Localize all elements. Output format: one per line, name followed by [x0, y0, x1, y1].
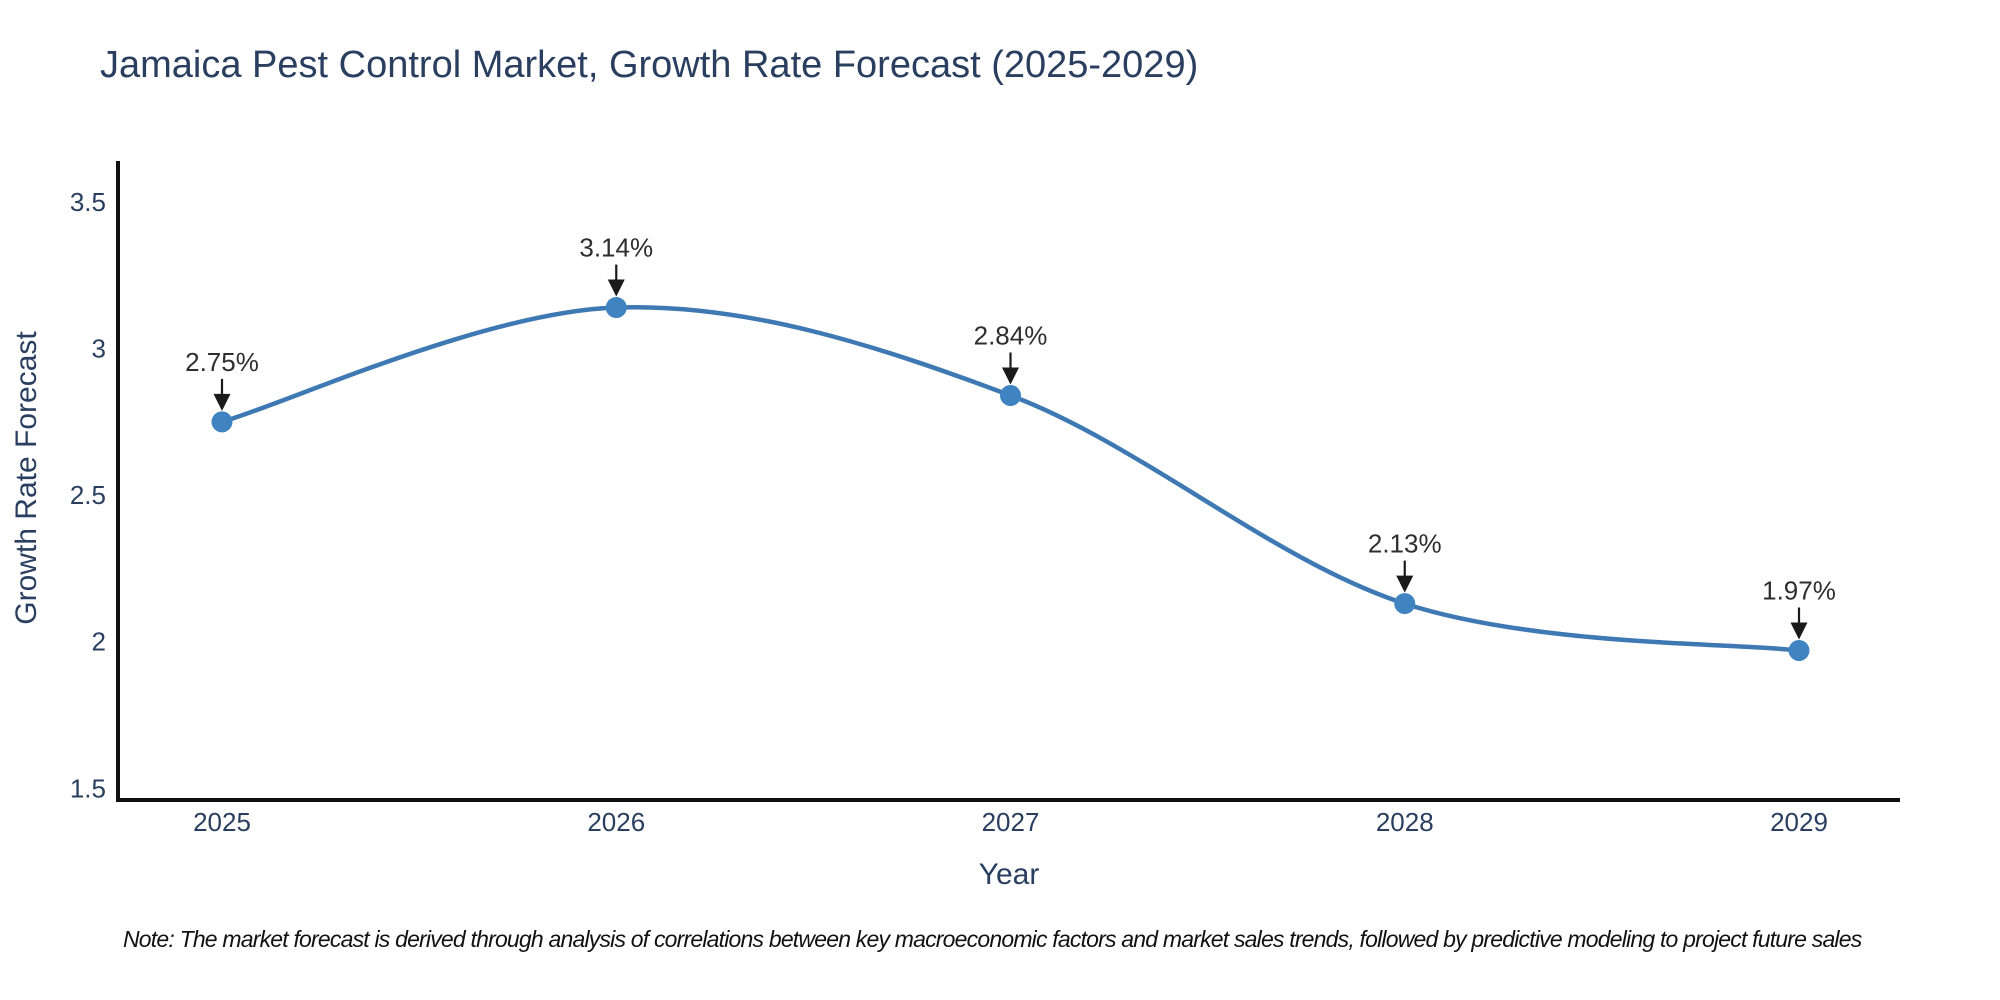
annotation-arrow-head [213, 393, 231, 411]
y-tick-label: 1.5 [70, 773, 106, 803]
x-tick-label: 2027 [982, 807, 1040, 837]
data-point-marker[interactable] [211, 411, 233, 433]
axis-lines [116, 161, 1900, 802]
data-point-marker[interactable] [605, 297, 627, 319]
y-tick-label: 2.5 [70, 480, 106, 510]
footnote: Note: The market forecast is derived thr… [123, 926, 1862, 952]
x-tick-label: 2025 [193, 807, 251, 837]
annotation-arrow-head [1396, 575, 1414, 593]
data-point-marker[interactable] [1788, 640, 1810, 662]
annotation-arrow-head [607, 279, 625, 297]
annotation-arrow-head [1002, 367, 1019, 385]
y-axis-title: Growth Rate Forecast [10, 331, 43, 625]
chart-title: Jamaica Pest Control Market, Growth Rate… [100, 44, 1199, 86]
data-point-value-label: 2.13% [1368, 529, 1442, 559]
x-tick-label: 2029 [1770, 807, 1828, 837]
data-point-value-label: 2.75% [185, 347, 259, 377]
x-tick-label: 2026 [587, 807, 645, 837]
x-axis-title: Year [979, 858, 1040, 891]
x-tick-label: 2028 [1376, 807, 1434, 837]
data-point-value-label: 2.84% [974, 320, 1048, 350]
data-point-value-label: 1.97% [1762, 576, 1836, 606]
annotation-arrow-head [1790, 622, 1808, 640]
data-point-value-label: 3.14% [579, 233, 653, 263]
y-tick-label: 2 [92, 627, 106, 657]
y-tick-label: 3 [92, 334, 106, 364]
data-point-marker[interactable] [1394, 593, 1416, 615]
data-point-marker[interactable] [1000, 384, 1021, 406]
y-tick-label: 3.5 [70, 187, 106, 217]
